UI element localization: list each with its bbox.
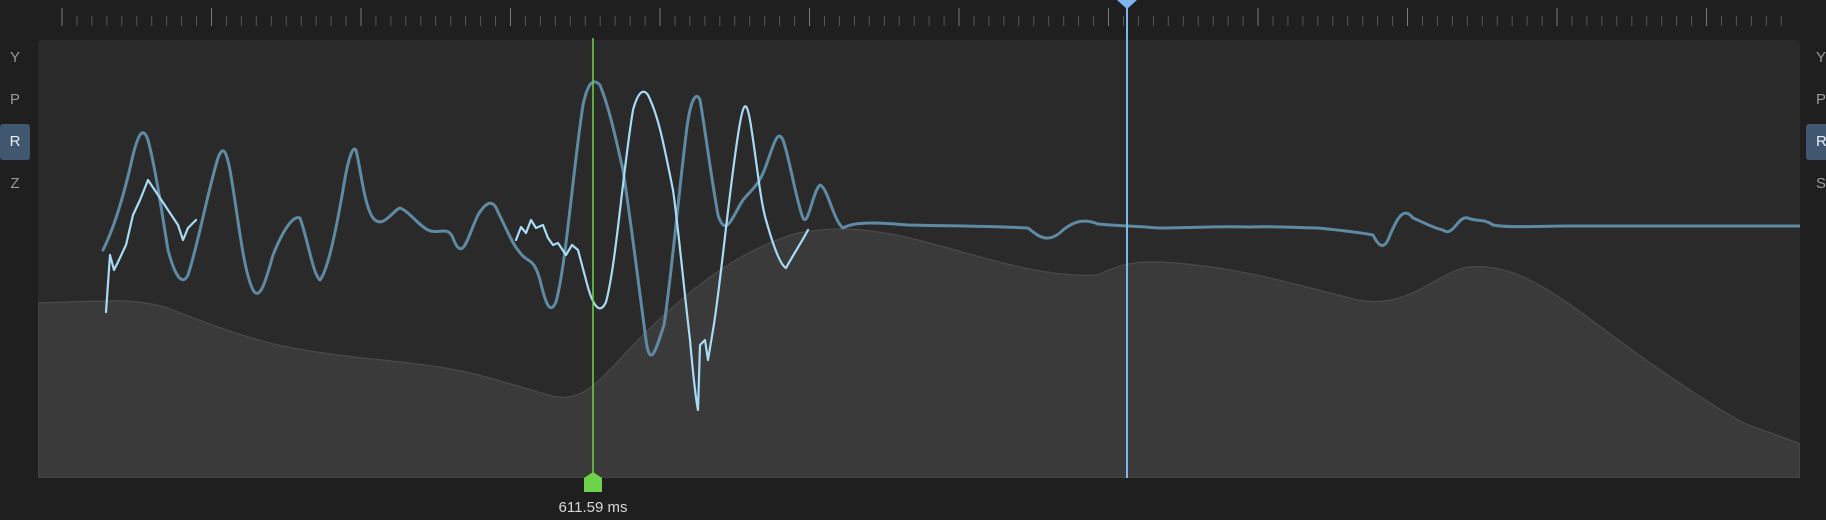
axis-button-r-left[interactable]: R (0, 124, 30, 160)
spectrum-envelope (38, 228, 1800, 478)
signal-plot-canvas (38, 80, 1800, 478)
time-ruler-ticks (61, 8, 1782, 26)
axis-button-z-left[interactable]: Z (10, 175, 20, 192)
cursor-time-label: 611.59 ms (558, 499, 628, 516)
signal-trace-dim (101, 80, 1800, 357)
axis-button-p-left[interactable]: P (9, 91, 20, 108)
axis-selector-right: Y P R S (1806, 40, 1826, 208)
signal-plot-area[interactable] (38, 40, 1800, 478)
axis-selector-left: Y P R Z (0, 40, 30, 208)
axis-button-s-right[interactable]: S (1816, 175, 1826, 192)
axis-button-y-left[interactable]: Y (9, 49, 20, 66)
axis-button-r-right[interactable]: R (1806, 124, 1826, 160)
axis-button-p-right[interactable]: P (1816, 91, 1826, 108)
time-ruler[interactable] (0, 0, 1826, 30)
signal-trace-bright-a (104, 178, 198, 314)
signal-trace-bright-b (514, 90, 810, 412)
axis-button-y-right[interactable]: Y (1816, 49, 1826, 66)
